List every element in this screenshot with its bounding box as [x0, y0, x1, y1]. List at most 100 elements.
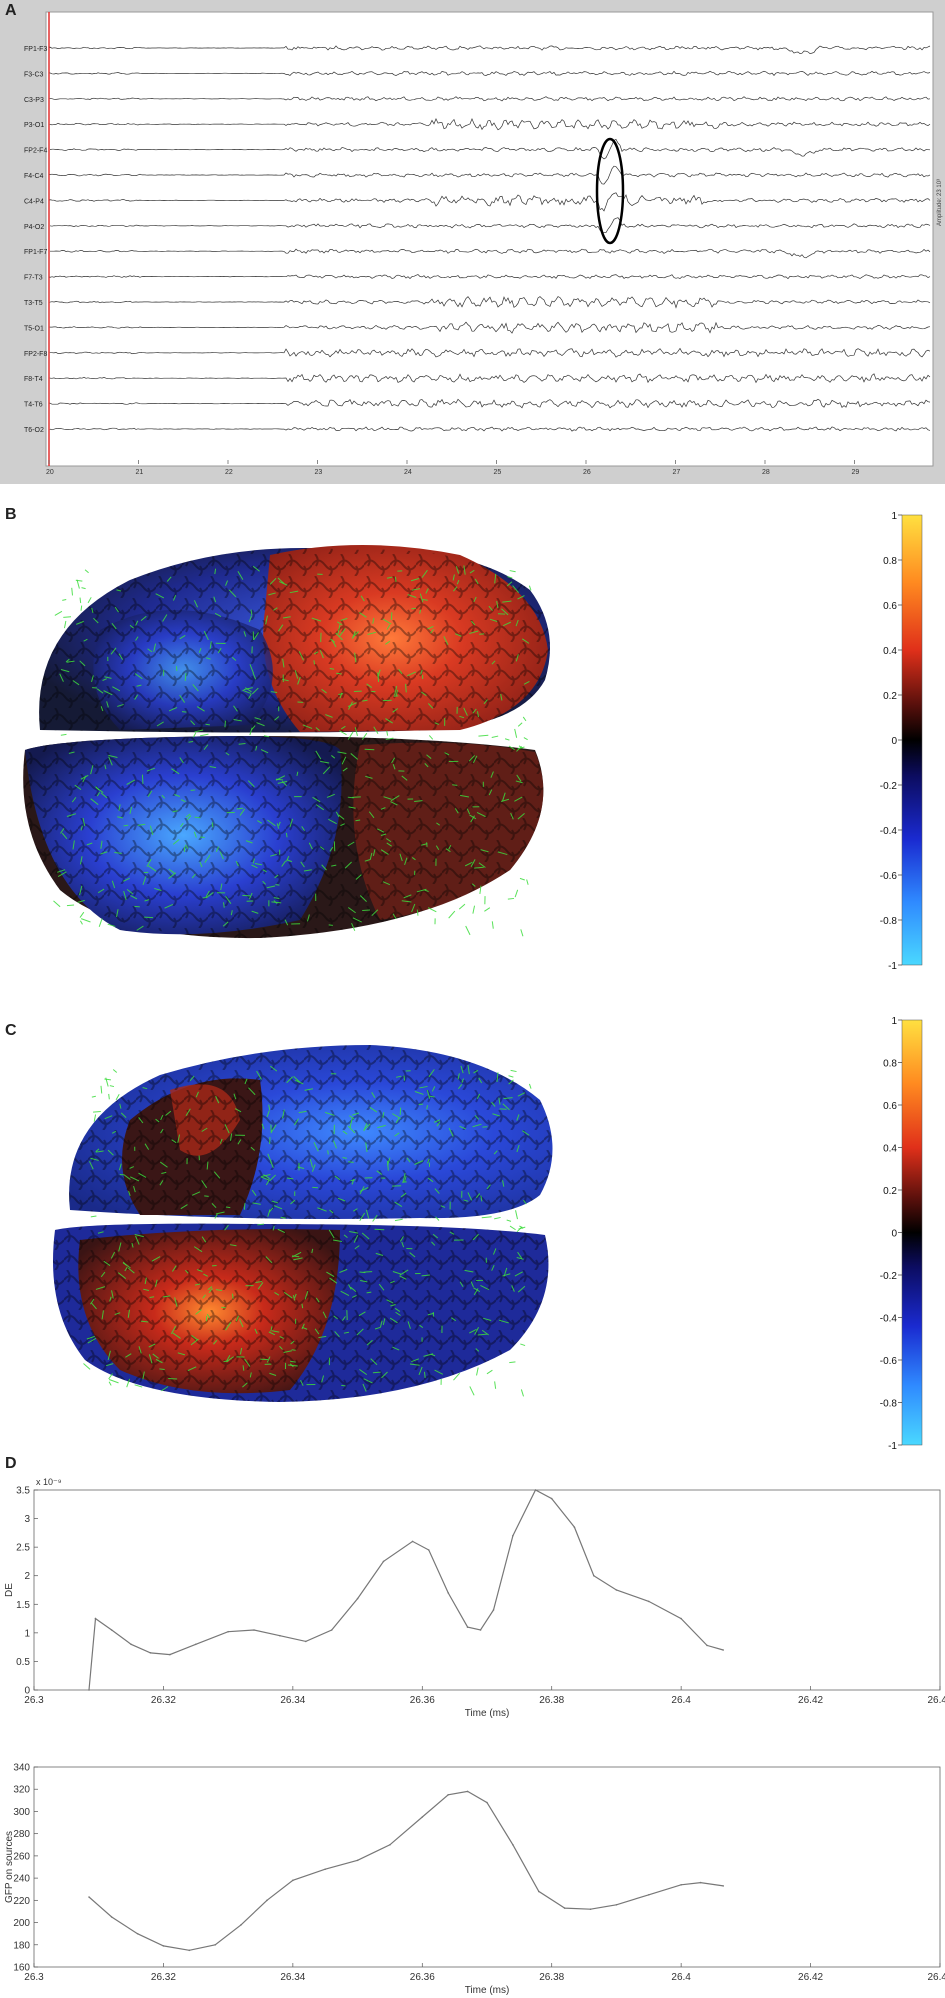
data-point	[110, 1916, 113, 1918]
data-point	[706, 1644, 708, 1647]
eeg-trace	[50, 248, 931, 259]
eeg-trace	[49, 192, 931, 212]
colorbar-tick-label: -1	[888, 961, 897, 972]
colorbar-tick-label: 0	[891, 1229, 897, 1240]
eeg-time-tick-label: 28	[762, 469, 770, 476]
data-point	[169, 1653, 171, 1656]
y-tick-label: 260	[13, 1851, 30, 1862]
x-tick-label: 26.42	[798, 1695, 823, 1706]
colorbar-tick-label: -0.2	[880, 781, 897, 792]
eeg-traces-figure: FP1-F3 F3-C3 C3-P3 P3-O1 FP2-F4 F4-C4 C4-P4 P4-…	[24, 11, 943, 476]
series-line	[88, 1489, 724, 1691]
data-point	[194, 1643, 197, 1646]
y-tick-label: 3.5	[16, 1486, 30, 1497]
eeg-trace	[49, 70, 931, 76]
data-point	[447, 1793, 449, 1796]
eeg-channel-label: F7-T3	[24, 275, 43, 282]
eeg-trace	[49, 373, 931, 384]
x-tick-label: 26.3	[24, 1972, 44, 1983]
data-point	[647, 1893, 650, 1896]
data-point	[647, 1600, 650, 1603]
eeg-channel-label: FP2-F8	[24, 351, 47, 358]
eeg-trace	[49, 96, 931, 102]
eeg-channel-label: F3-C3	[24, 71, 44, 78]
data-point	[279, 1634, 281, 1637]
colorbar-tick-label: -0.2	[880, 1271, 897, 1282]
data-point	[240, 1923, 242, 1926]
eeg-time-tick-label: 21	[136, 469, 144, 476]
data-point	[479, 1629, 482, 1631]
data-point	[466, 1790, 469, 1793]
y-tick-label: 180	[13, 1940, 30, 1951]
data-point	[447, 1592, 449, 1594]
colorbar-tick-label: -0.4	[880, 1314, 897, 1325]
eeg-time-tick-label: 27	[673, 469, 681, 476]
data-point	[589, 1908, 592, 1911]
data-point	[305, 1640, 307, 1643]
y-tick-label: 1	[24, 1628, 30, 1639]
x-tick-label: 26.44	[927, 1972, 945, 1983]
y-tick-label: 200	[13, 1918, 30, 1929]
colorbar-tick-label: 0.4	[883, 646, 897, 657]
data-point	[110, 1629, 113, 1631]
data-point	[411, 1540, 414, 1543]
eeg-channel-label: FP1-F7	[24, 249, 47, 256]
eeg-trace	[49, 321, 931, 334]
data-point	[615, 1589, 618, 1591]
data-point	[512, 1534, 514, 1537]
amplitude-label: Amplitude: 23 10³	[937, 179, 943, 226]
x-tick-label: 26.44	[927, 1695, 945, 1706]
y-axis-label: GFP on sources	[4, 1831, 15, 1903]
data-point	[421, 1816, 424, 1818]
eeg-channel-label: T4-T6	[24, 402, 43, 409]
eeg-trace	[49, 296, 931, 309]
eeg-channel-label: P3-O1	[24, 122, 44, 129]
y-tick-label: 300	[13, 1807, 30, 1818]
data-point	[227, 1630, 229, 1633]
eeg-trace	[49, 45, 931, 54]
panel-label-b: B	[5, 506, 17, 523]
data-point	[130, 1643, 132, 1646]
y-tick-label: 160	[13, 1963, 30, 1974]
colorbar-tick-label: 0.2	[883, 1186, 897, 1197]
eeg-channel-label: T6-O2	[24, 427, 44, 434]
data-point	[356, 1859, 359, 1862]
chart-axes-box	[33, 1489, 941, 1691]
colorbar-tick-label: 0.2	[883, 691, 897, 702]
panel-label-d: D	[5, 1455, 17, 1472]
eeg-trace	[49, 138, 931, 160]
data-point	[253, 1629, 255, 1631]
panel-label-c: C	[5, 1022, 17, 1039]
y-tick-label: 2	[24, 1571, 30, 1582]
data-point	[266, 1899, 268, 1902]
data-point	[389, 1843, 391, 1846]
colorbar-tick-label: 0	[891, 736, 897, 747]
eeg-time-tick-label: 25	[494, 469, 502, 476]
data-point	[680, 1883, 682, 1886]
colorbar-tick-label: -0.8	[880, 1399, 897, 1410]
eeg-time-tick-label: 26	[583, 469, 591, 476]
data-point	[188, 1949, 191, 1952]
x-tick-label: 26.32	[151, 1695, 176, 1706]
colorbar-tick-label: 1	[891, 1016, 897, 1027]
data-point	[94, 1617, 97, 1620]
eeg-channel-label: C3-P3	[24, 97, 44, 104]
x-tick-label: 26.34	[280, 1972, 305, 1983]
x-tick-label: 26.3	[24, 1695, 44, 1706]
y-tick-label: 1.5	[16, 1600, 30, 1611]
brain-source-map-c	[53, 1045, 553, 1402]
colorbar-tick-label: 1	[891, 511, 897, 522]
eeg-time-tick-label: 23	[315, 469, 323, 476]
y-tick-label: 320	[13, 1785, 30, 1796]
data-point	[722, 1885, 725, 1887]
colorbar-b-gradient	[901, 514, 923, 966]
eeg-trace	[49, 274, 931, 280]
x-tick-label: 26.36	[410, 1972, 435, 1983]
data-point	[573, 1526, 576, 1528]
data-point	[88, 1689, 90, 1691]
data-point	[356, 1597, 359, 1600]
chart-axes-box	[33, 1766, 941, 1968]
y-tick-label: 220	[13, 1896, 30, 1907]
eeg-channel-label: C4-P4	[24, 198, 44, 205]
eeg-trace	[49, 117, 931, 131]
